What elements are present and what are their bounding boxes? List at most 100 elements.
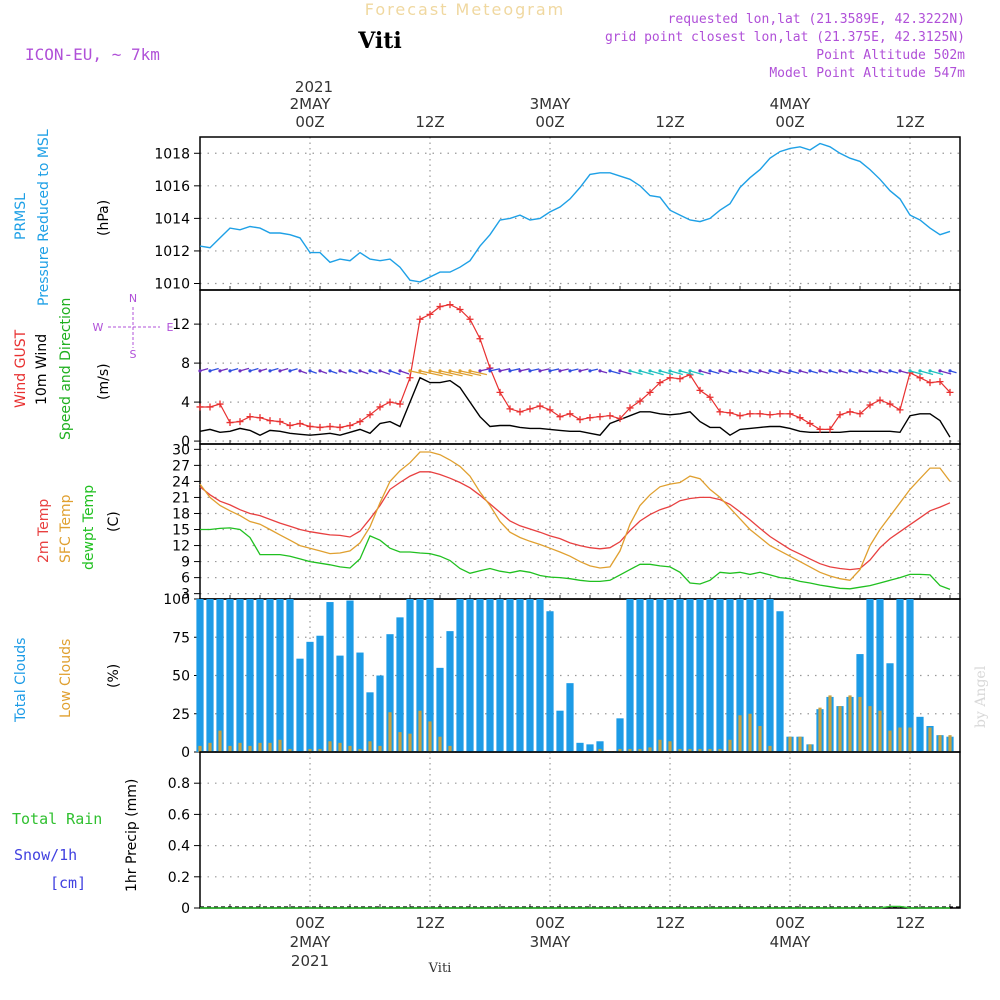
- total-cloud-bar: [766, 599, 774, 752]
- gust-marker: [556, 413, 564, 421]
- wind-arrow-head: [638, 369, 642, 373]
- location-title: Viti: [357, 28, 402, 54]
- low-cloud-bar: [288, 748, 292, 752]
- wind-arrow-head: [378, 369, 382, 373]
- wind-arrow-head: [238, 369, 242, 373]
- wind-arrow-head: [658, 369, 662, 373]
- bottom-time-label: 00Z: [295, 914, 324, 932]
- low-cloud-bar: [758, 725, 762, 752]
- total-cloud-bar: [716, 599, 724, 752]
- gust-marker: [346, 421, 354, 429]
- y-tick-label: 0: [181, 901, 190, 917]
- low-cloud-bar: [648, 747, 652, 752]
- gust-marker: [626, 404, 634, 412]
- total-cloud-bar: [536, 599, 544, 752]
- y-tick-label: 12: [172, 539, 190, 555]
- wind-direction-arrow: [399, 370, 410, 375]
- total-rain-label: Total Rain: [12, 810, 102, 828]
- total-cloud-bar: [896, 599, 904, 752]
- wind-direction-arrow: [379, 370, 391, 375]
- gust-marker: [466, 315, 474, 323]
- total-cloud-bar: [396, 617, 404, 752]
- wind-arrow-head: [278, 369, 282, 373]
- total-cloud-bar: [526, 599, 534, 752]
- gust-marker: [296, 420, 304, 428]
- model-name: ICON-EU, ~ 7km: [25, 45, 160, 64]
- gust-marker: [786, 410, 794, 418]
- wind-arrow-head: [368, 369, 372, 373]
- total-cloud-bar: [406, 599, 414, 752]
- wind-arrow-head: [528, 369, 532, 373]
- total-cloud-bar: [676, 599, 684, 752]
- gust-marker: [506, 405, 514, 413]
- gust-marker: [596, 413, 604, 421]
- gust-marker: [736, 412, 744, 420]
- wind-arrow-head: [808, 369, 812, 373]
- t2m-line: [199, 471, 951, 571]
- gust-marker: [886, 400, 894, 408]
- wind-direction-label: Speed and Direction: [58, 298, 74, 440]
- wind-arrow-head: [768, 369, 772, 373]
- wind-arrow-head: [938, 369, 942, 373]
- wind-arrow-head: [688, 369, 692, 373]
- top-date-label: 2MAY: [290, 95, 332, 113]
- low-cloud-bar: [618, 748, 622, 752]
- total-cloud-bar: [876, 599, 884, 752]
- wind-arrow-head: [518, 369, 522, 373]
- y-tick-label: 12: [172, 317, 190, 333]
- top-time-label: 12Z: [895, 113, 924, 131]
- wind-direction-arrow: [479, 367, 493, 372]
- low-cloud-bar: [818, 707, 822, 752]
- low-cloud-bar: [378, 745, 382, 752]
- y-tick-label: 1018: [154, 146, 190, 162]
- wind-arrow-head: [618, 369, 622, 373]
- wind-direction-arrow: [409, 370, 428, 376]
- wind-direction-arrow: [469, 370, 488, 376]
- gust-marker: [276, 418, 284, 426]
- gust-marker: [846, 408, 854, 416]
- wind-direction-arrow: [489, 368, 501, 372]
- total-cloud-bar: [226, 599, 234, 752]
- wind-arrow-head: [468, 369, 472, 373]
- wind-arrow-head: [718, 369, 722, 373]
- wind-arrow-head: [918, 369, 922, 373]
- total-cloud-bar: [626, 599, 634, 752]
- pressure-line: [199, 142, 951, 283]
- gust-marker: [726, 409, 734, 417]
- low-cloud-bar: [898, 727, 902, 752]
- y-tick-label: 25: [172, 707, 190, 723]
- low-cloud-bar: [198, 745, 202, 752]
- wind10m-label: 10m Wind: [34, 334, 50, 405]
- gust-marker: [286, 421, 294, 429]
- low-cloud-bar: [388, 712, 392, 752]
- wind-direction-arrow: [509, 368, 521, 372]
- wind-direction-arrow: [389, 370, 401, 376]
- wind-arrow-head: [738, 369, 742, 373]
- wind-arrow-head: [568, 369, 572, 373]
- y-tick-label: 0.4: [168, 839, 190, 855]
- wind-arrow-head: [268, 369, 272, 373]
- wind-direction-arrow: [609, 370, 621, 375]
- precipitation-panel: 0 0.2 0.4 0.6 0.8: [168, 751, 961, 917]
- total-cloud-bar: [356, 652, 364, 752]
- gust-marker: [406, 374, 414, 382]
- gust-marker: [206, 403, 214, 411]
- total-cloud-bar: [446, 631, 454, 752]
- total-cloud-bar: [326, 602, 334, 752]
- pressure-unit-label: (hPa): [96, 200, 112, 236]
- wind-direction-arrow: [439, 370, 463, 377]
- low-cloud-bar: [368, 741, 372, 752]
- wind-direction-arrow: [629, 370, 643, 376]
- wind-direction-arrow: [919, 370, 934, 376]
- low-cloud-bar: [678, 748, 682, 752]
- low-cloud-bar: [878, 710, 882, 752]
- total-cloud-bar: [906, 599, 914, 752]
- gust-marker: [606, 412, 614, 420]
- gust-marker: [666, 374, 674, 382]
- wind-direction-arrow: [499, 368, 511, 372]
- wind-direction-arrow: [769, 370, 780, 375]
- wind-direction-arrow: [929, 370, 944, 376]
- top-date-label: 4MAY: [770, 95, 812, 113]
- gust-marker: [496, 388, 504, 396]
